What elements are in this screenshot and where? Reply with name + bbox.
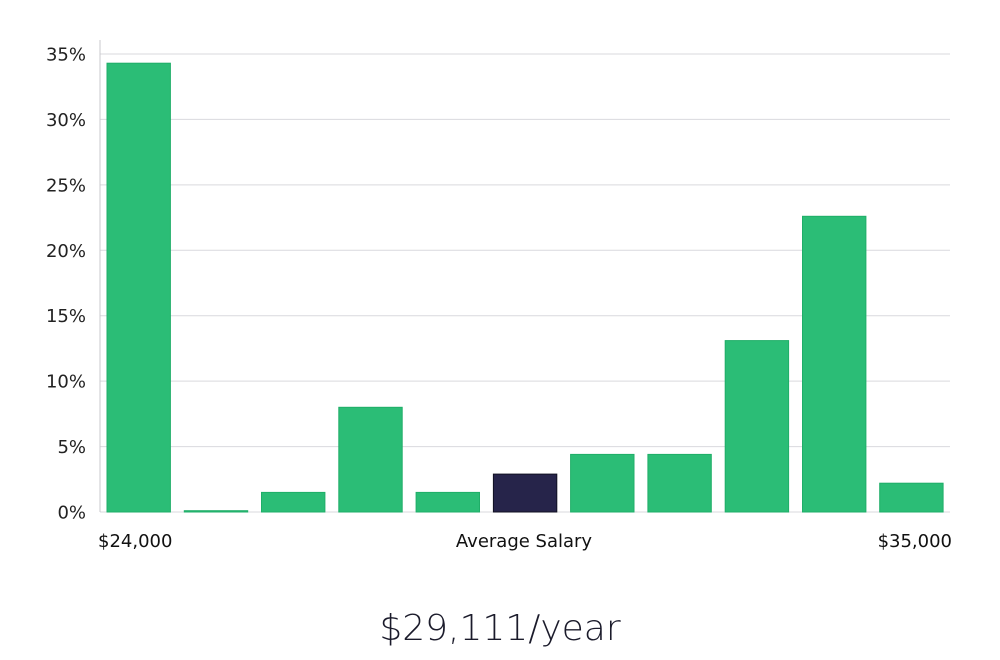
y-tick-label: 5% xyxy=(57,437,86,458)
y-tick-label: 20% xyxy=(46,241,86,262)
bar[interactable] xyxy=(261,491,326,513)
bar[interactable] xyxy=(570,453,635,513)
bar[interactable] xyxy=(802,215,867,513)
y-tick-label: 0% xyxy=(57,503,86,524)
salary-histogram: 0% 5% 10% 15% 20% 25% 30% 35% $24,000 Average S… xyxy=(46,40,952,552)
y-tick-label: 25% xyxy=(46,175,86,196)
x-axis-title: Average Salary xyxy=(456,531,593,552)
gridlines xyxy=(100,53,950,513)
bar[interactable] xyxy=(879,482,944,513)
bar[interactable] xyxy=(647,453,712,513)
y-tick-label: 10% xyxy=(46,372,86,393)
bar[interactable] xyxy=(415,491,481,513)
x-start-label: $24,000 xyxy=(98,531,172,552)
average-salary-value: $29,111/year xyxy=(379,608,621,649)
bar[interactable] xyxy=(106,62,171,513)
bars xyxy=(106,62,944,513)
y-tick-label: 35% xyxy=(46,45,86,66)
bar[interactable] xyxy=(338,406,403,513)
bar[interactable] xyxy=(183,510,249,513)
y-tick-label: 15% xyxy=(46,306,86,327)
bar[interactable] xyxy=(724,340,790,513)
y-tick-label: 30% xyxy=(46,110,86,131)
bar-average-salary[interactable] xyxy=(492,473,558,513)
y-axis-ticks: 0% 5% 10% 15% 20% 25% 30% 35% xyxy=(46,45,86,524)
x-end-label: $35,000 xyxy=(878,531,952,552)
